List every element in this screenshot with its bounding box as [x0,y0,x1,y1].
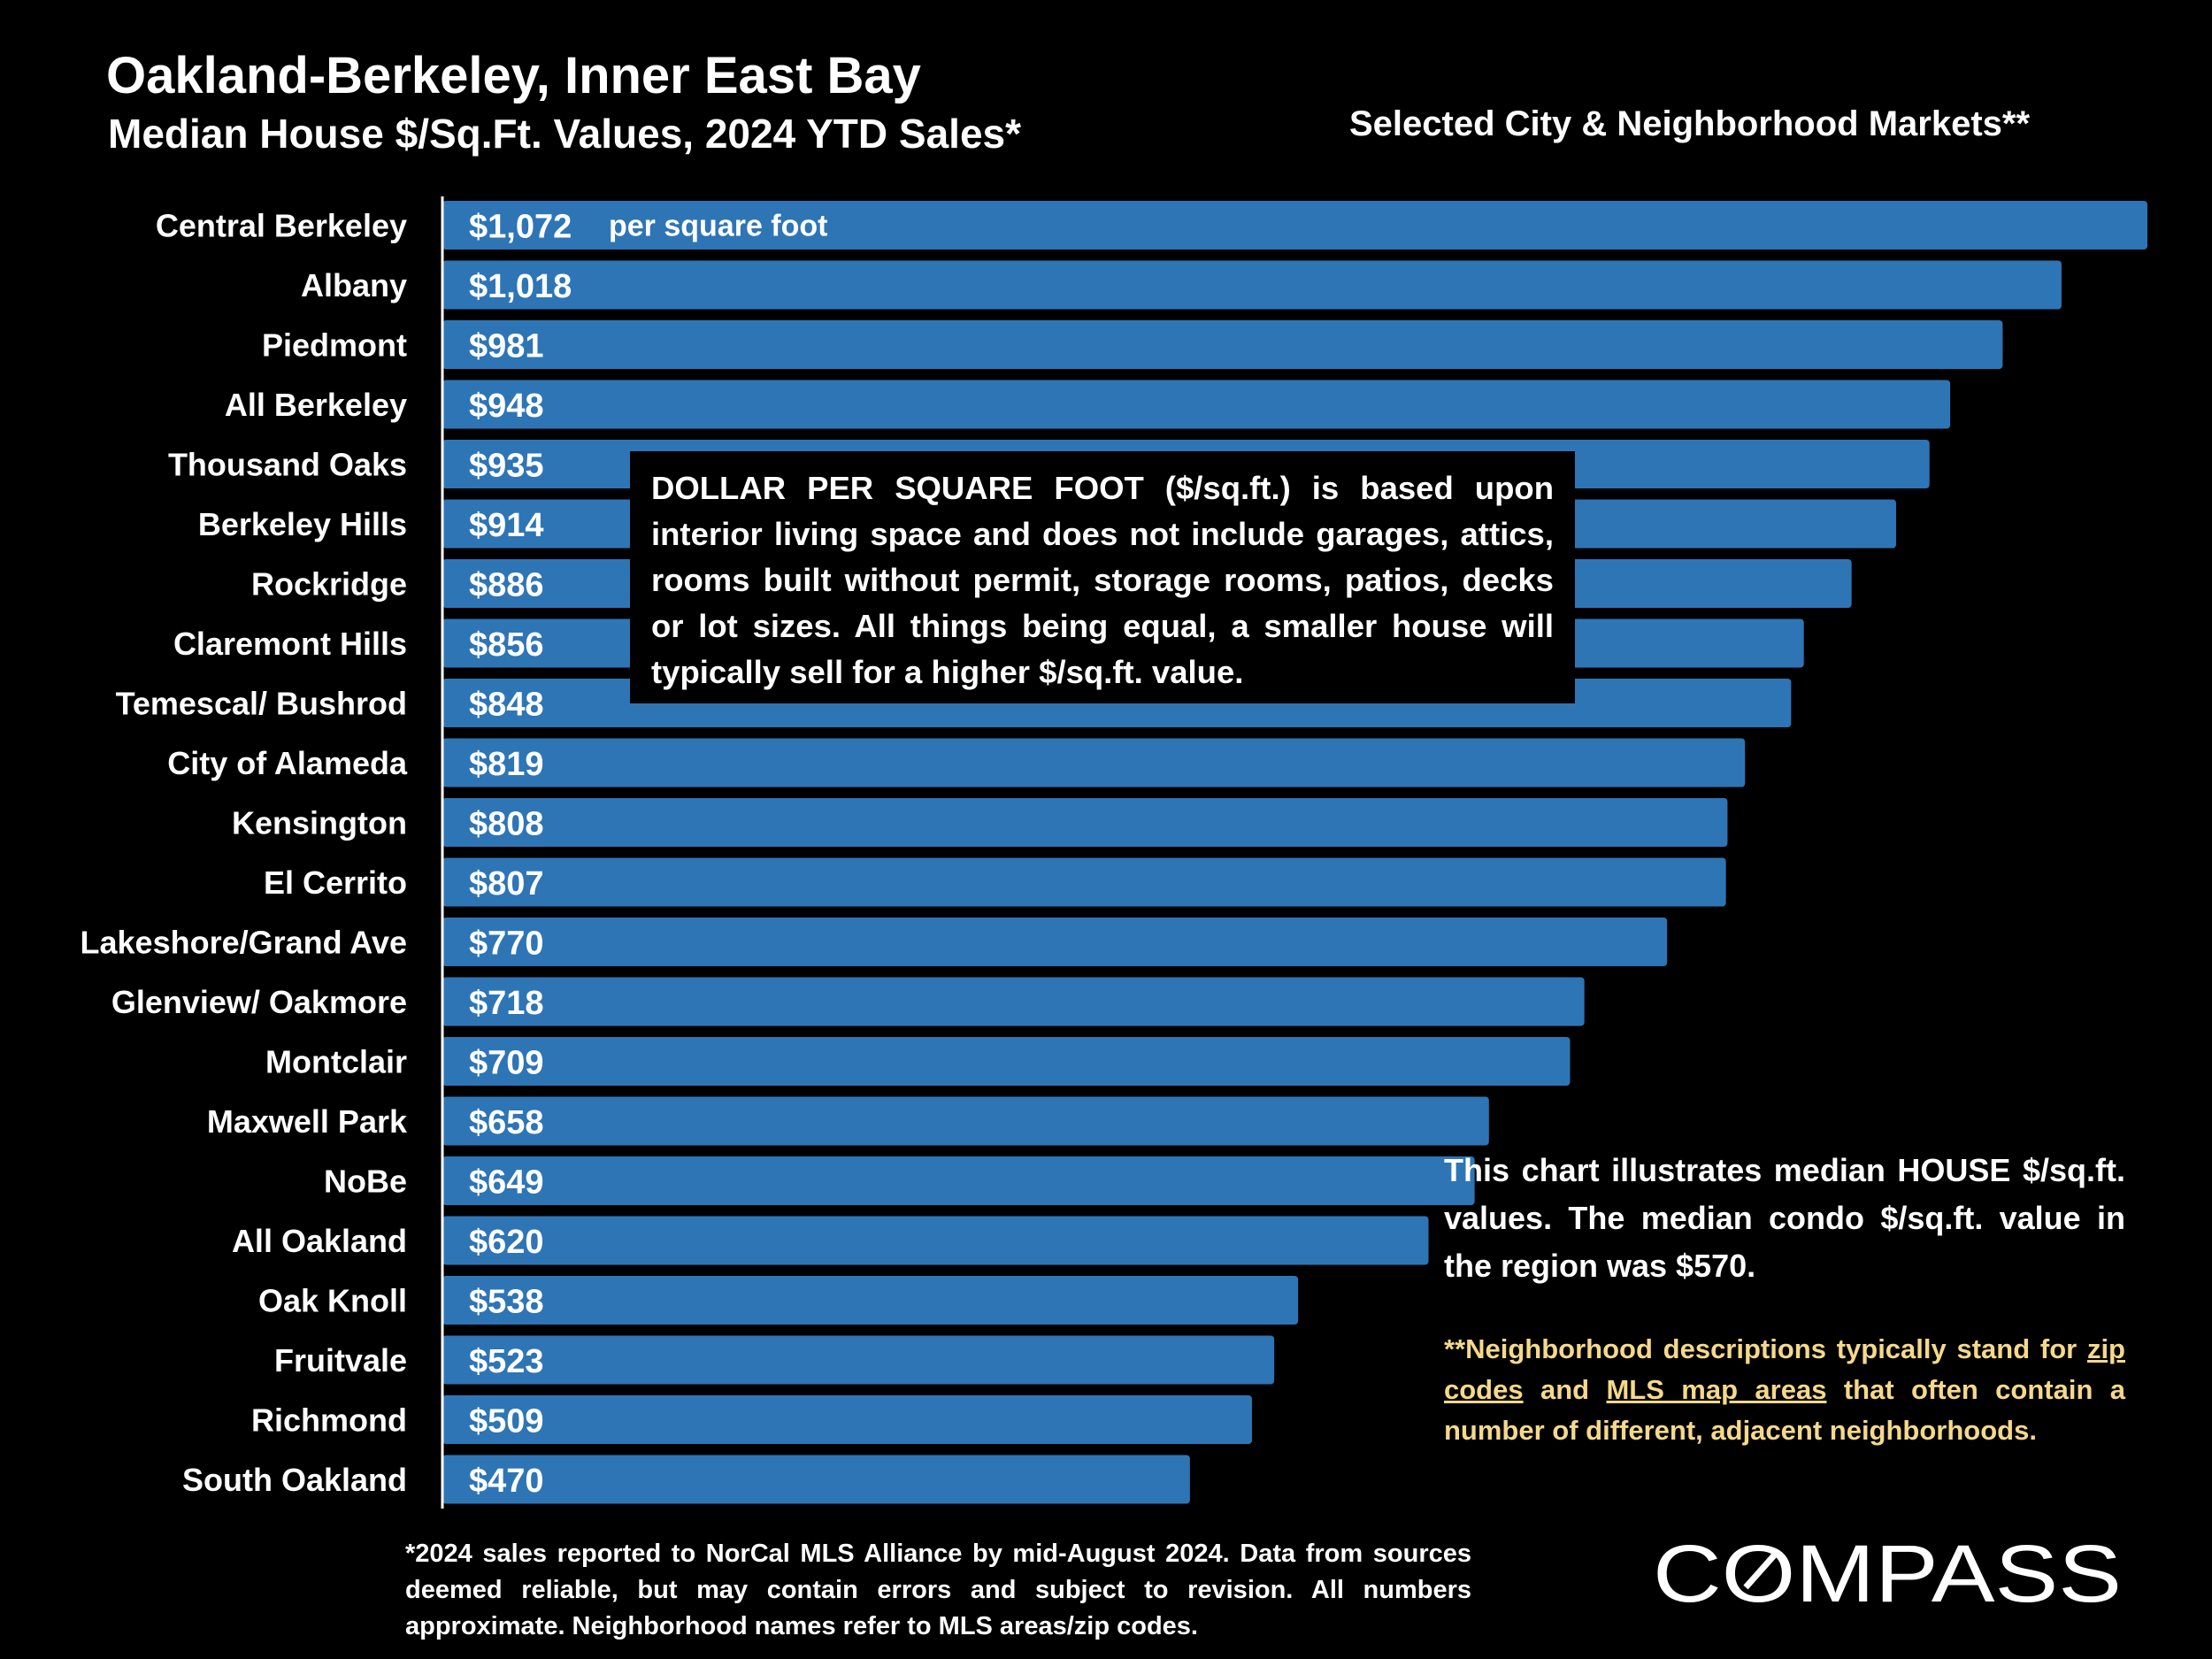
category-label: Glenview/ Oakmore [111,984,407,1020]
value-label: $914 [469,507,544,544]
category-label: Claremont Hills [173,626,407,662]
category-label: NoBe [324,1164,407,1200]
value-label: $470 [469,1463,544,1500]
chart-title: Oakland-Berkeley, Inner East Bay [106,47,921,104]
bar [442,977,1585,1026]
value-label: $709 [469,1045,544,1082]
markets-heading: Selected City & Neighborhood Markets** [1349,104,2031,143]
footnote: *2024 sales reported to NorCal MLS Allia… [405,1540,1471,1640]
value-label: $935 [469,448,544,485]
bar [442,1216,1429,1265]
category-label: City of Alameda [167,745,408,781]
bar [442,798,1728,847]
value-label: $538 [469,1284,544,1321]
category-label: Piedmont [262,327,407,364]
category-label: Central Berkeley [156,208,407,244]
bar [442,1037,1571,1086]
region-note-part3: that often contain a number of different… [1444,1374,2126,1446]
definition-callout: DOLLAR PER SQUARE FOOT ($/sq.ft.) is bas… [630,451,1575,703]
category-label: Oak Knoll [258,1283,407,1319]
category-label: Berkeley Hills [198,506,407,542]
value-label: $981 [469,328,544,365]
category-label: All Oakland [232,1223,407,1259]
house-note-text: This chart illustrates median HOUSE $/sq… [1444,1152,2125,1284]
value-label: $856 [469,626,544,664]
compass-logo-slash [1743,1553,1777,1590]
bar [442,1156,1475,1205]
region-note-part1: **Neighborhood descriptions typically st… [1444,1333,2087,1364]
bar [442,1276,1299,1325]
value-label: $819 [469,746,544,783]
bar [442,380,1951,429]
category-label: Thousand Oaks [168,447,407,483]
category-label: Fruitvale [274,1342,407,1379]
compass-logo: COMPASS [1653,1529,2122,1617]
value-label: $620 [469,1224,544,1261]
value-label: $948 [469,388,544,425]
bar [442,1395,1252,1444]
category-label: Temescal/ Bushrod [116,686,407,722]
category-label: Montclair [265,1044,407,1080]
bar [442,738,1746,787]
category-label: Albany [301,267,407,303]
category-label: All Berkeley [225,387,407,423]
bar [442,1455,1190,1504]
category-label: Maxwell Park [207,1103,408,1140]
bar [442,1335,1275,1385]
definition-text: DOLLAR PER SQUARE FOOT ($/sq.ft.) is bas… [651,470,1554,690]
value-label: $807 [469,865,544,902]
chart-subtitle: Median House $/Sq.Ft. Values, 2024 YTD S… [108,111,1022,157]
value-label: $509 [469,1403,544,1440]
value-label: $523 [469,1343,544,1380]
value-label: $649 [469,1164,544,1202]
zip-codes-text: zip codes [1444,1333,2125,1405]
mls-map-areas-text: MLS map areas [1606,1374,1827,1405]
compass-logo-text: COMPASS [1653,1529,2122,1617]
category-label: Lakeshore/Grand Ave [81,925,407,961]
value-label: $808 [469,806,544,843]
bars-layer: Central Berkeley $1,072 per square foot Alb… [81,201,2147,1504]
bar [442,918,1668,966]
bar [442,1096,1489,1146]
category-label: Richmond [251,1402,407,1439]
region-note-text: **Neighborhood descriptions typically st… [1444,1329,2125,1451]
value-label: $1,018 [469,268,572,305]
value-label: $848 [469,687,544,724]
bar [442,320,2003,369]
per-square-foot-note: per square foot [609,210,827,243]
value-label: $658 [469,1104,544,1141]
bar [442,201,2147,250]
region-note-part2: and [1523,1374,1607,1405]
category-label: Rockridge [251,566,407,603]
category-label: South Oakland [182,1462,407,1498]
value-label: $886 [469,567,544,604]
bar [442,857,1726,907]
value-label: $770 [469,926,544,963]
bar [442,260,2062,310]
category-label: Kensington [232,805,407,841]
value-label: $1,072 [469,209,572,246]
category-label: El Cerrito [264,864,407,901]
value-label: $718 [469,985,544,1022]
